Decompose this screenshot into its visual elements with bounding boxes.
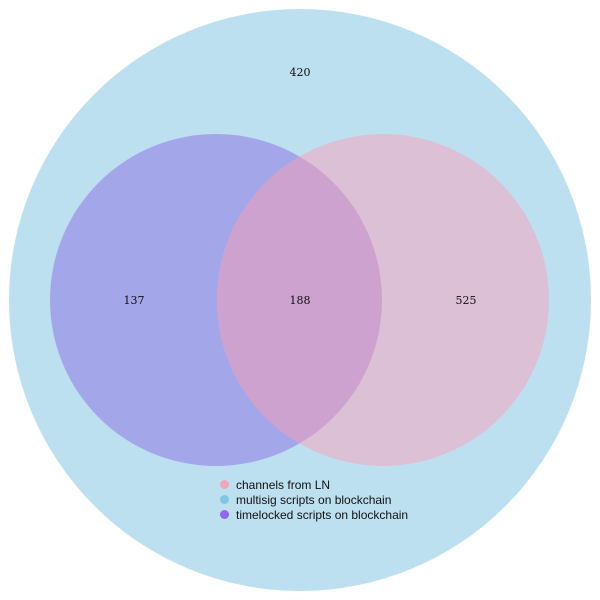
legend-swatch-ln [220,480,229,489]
legend-label-timelocked: timelocked scripts on blockchain [236,507,409,522]
region-count-overlap: 188 [290,294,311,307]
legend-swatch-timelocked [220,510,229,519]
legend: channels from LN multisig scripts on blo… [220,477,408,522]
timelocked-ln-overlap [217,156,382,444]
legend-swatch-multisig [220,495,229,504]
legend-item-ln: channels from LN [220,477,408,492]
legend-label-multisig: multisig scripts on blockchain [236,492,392,507]
region-count-timelocked-only: 137 [124,294,145,307]
region-count-ln-only: 525 [456,294,477,307]
legend-item-multisig: multisig scripts on blockchain [220,492,408,507]
region-count-multisig-only: 420 [290,66,311,79]
legend-label-ln: channels from LN [236,477,331,492]
legend-item-timelocked: timelocked scripts on blockchain [220,507,408,522]
